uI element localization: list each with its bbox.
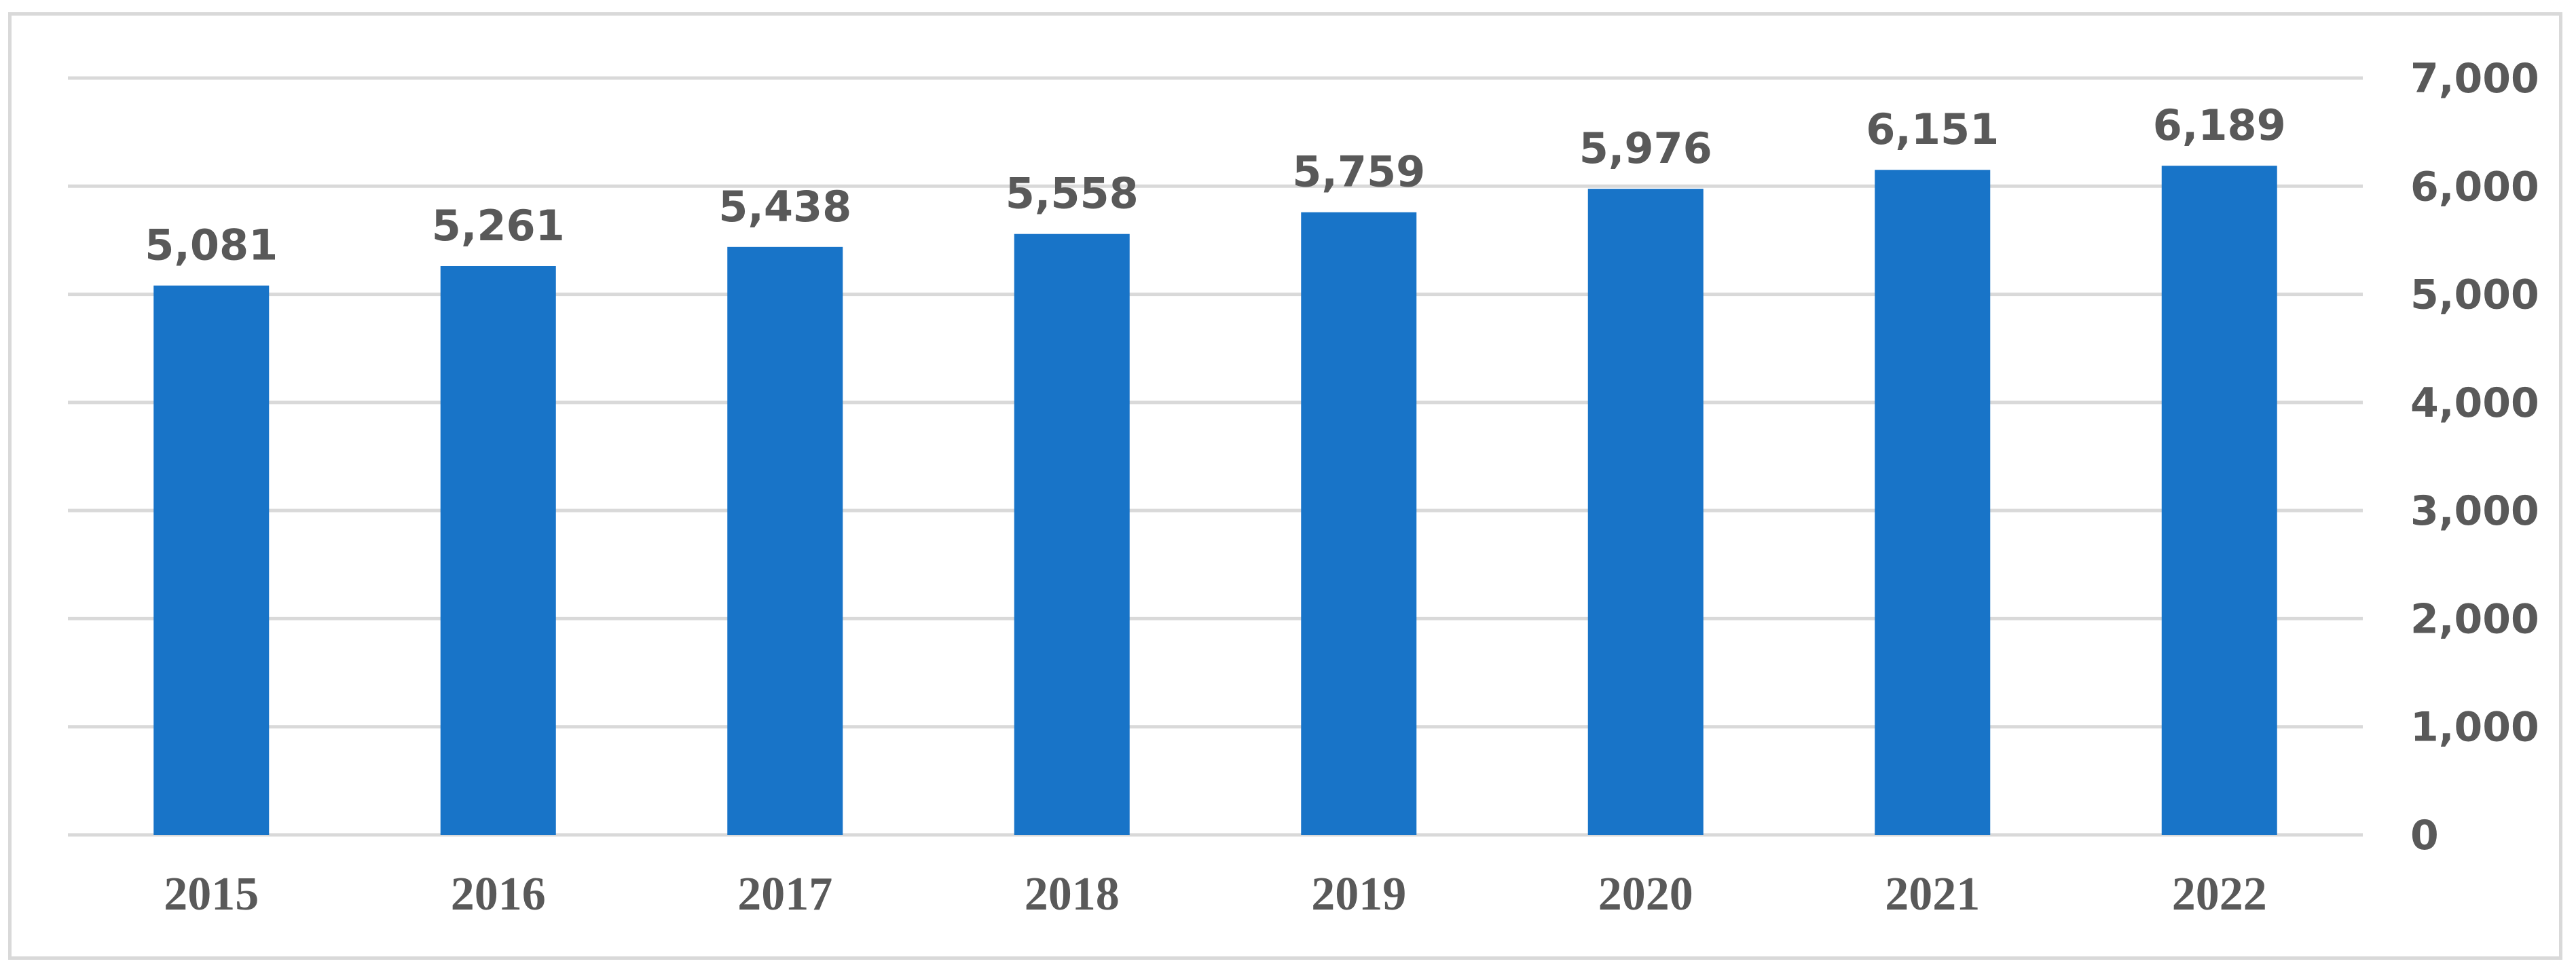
y-tick-label: 4,000	[2410, 379, 2539, 427]
data-label-2018: 5,558	[1006, 169, 1139, 219]
y-axis-ticks: 0 1,000 2,000 3,000 4,000 5,000 6,000 7,000	[2410, 55, 2539, 859]
x-tick-label: 2018	[1025, 868, 1120, 920]
bar-2015	[153, 285, 270, 835]
y-tick-label: 2,000	[2410, 595, 2539, 643]
bar-2022	[2161, 166, 2277, 835]
y-tick-label: 7,000	[2410, 55, 2539, 102]
data-label-2016: 5,261	[432, 201, 565, 250]
x-tick-label: 2022	[2172, 868, 2267, 920]
data-label-2019: 5,759	[1292, 147, 1425, 197]
y-tick-label: 6,000	[2410, 163, 2539, 210]
chart-frame	[8, 12, 2562, 960]
x-tick-label: 2021	[1885, 868, 1980, 920]
data-label-2015: 5,081	[145, 221, 278, 270]
data-label-2021: 6,151	[1866, 105, 1999, 154]
x-tick-label: 2016	[451, 868, 546, 920]
bar-2016	[440, 265, 556, 835]
x-tick-label: 2015	[164, 868, 259, 920]
gridlines	[68, 76, 2363, 837]
x-axis-ticks: 2015 2016 2017 2018 2019 2020 2021 2022	[164, 868, 2267, 920]
x-tick-label: 2017	[737, 868, 832, 920]
y-tick-label: 0	[2410, 812, 2439, 859]
bar-2017	[727, 246, 843, 835]
bar-2021	[1875, 170, 1991, 835]
data-labels: 5,081 5,261 5,438 5,558 5,759 5,976 6,151 6,189	[145, 100, 2286, 269]
y-tick-label: 5,000	[2410, 272, 2539, 319]
x-tick-label: 2019	[1311, 868, 1406, 920]
x-tick-label: 2020	[1598, 868, 1693, 920]
bar-2018	[1014, 233, 1130, 835]
data-label-2022: 6,189	[2153, 100, 2286, 150]
bar-2019	[1301, 212, 1417, 835]
y-tick-label: 1,000	[2410, 704, 2539, 751]
data-label-2017: 5,438	[718, 182, 851, 231]
bar-2020	[1587, 189, 1704, 835]
data-label-2020: 5,976	[1579, 124, 1712, 173]
bars	[153, 166, 2277, 835]
y-tick-label: 3,000	[2410, 487, 2539, 535]
